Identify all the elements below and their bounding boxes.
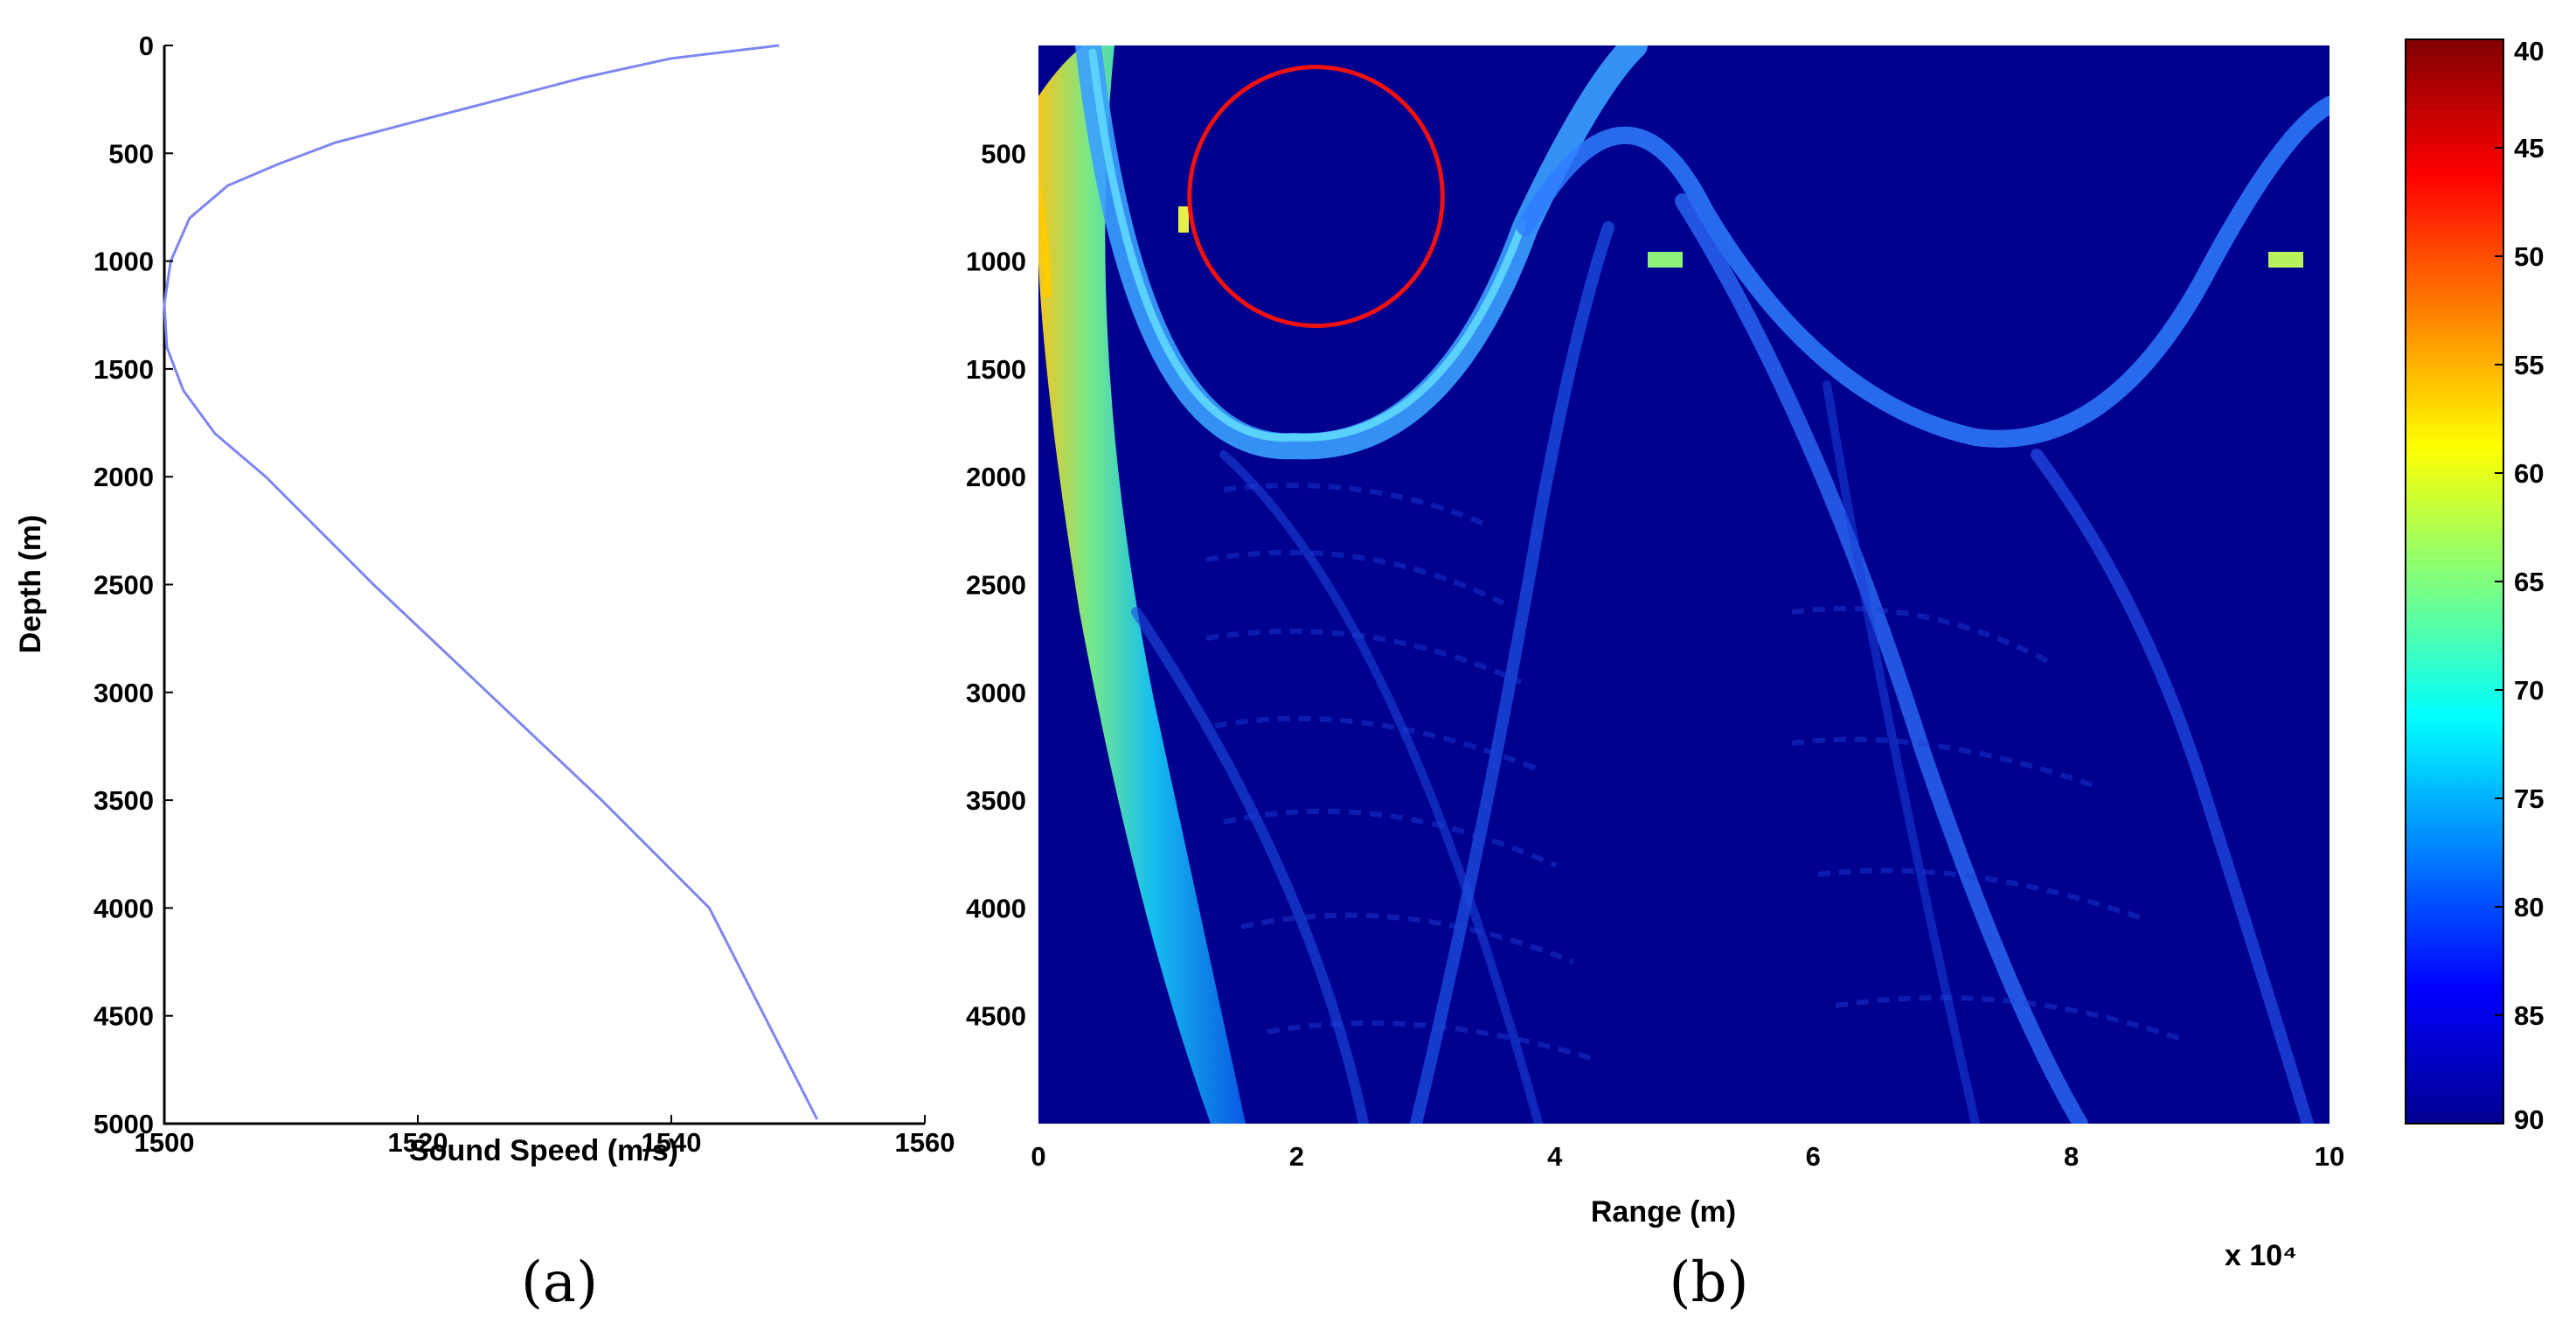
cb-tick-label: 80 xyxy=(2514,892,2544,923)
colorbar-ticks: 40 45 50 55 60 65 70 75 80 85 90 xyxy=(2495,36,2544,1135)
cb-tick-label: 75 xyxy=(2514,783,2544,814)
hotspot-3 xyxy=(1178,206,1189,233)
panel-b-multiplier: x 10⁴ xyxy=(2225,1239,2297,1272)
panel-a-ylabel: Depth (m) xyxy=(14,515,47,654)
a-ytick-label: 500 xyxy=(108,138,154,169)
cb-tick-label: 90 xyxy=(2514,1104,2544,1135)
panel-b-label: (b) xyxy=(1670,1250,1749,1315)
a-xtick-label: 1540 xyxy=(642,1127,702,1158)
a-ytick-label: 3500 xyxy=(94,785,154,816)
a-ytick-label: 1000 xyxy=(94,247,154,277)
speckle-3 xyxy=(1205,628,1523,685)
speckle-2 xyxy=(1205,549,1505,606)
cb-tick-label: 85 xyxy=(2514,1000,2544,1031)
cz-arc-2 xyxy=(1517,96,2330,448)
panel-a-y-ticks: 0 500 1000 1500 2000 2500 3000 3500 4000 4500 5000 xyxy=(94,31,173,1139)
hotspot-1 xyxy=(1648,252,1683,268)
speckle-8 xyxy=(1791,606,2056,667)
panel-b-x-ticks: 0 2 4 6 8 10 xyxy=(1031,1141,2344,1172)
b-xtick-label: 10 xyxy=(2315,1141,2344,1172)
panel-a-label: (a) xyxy=(521,1250,598,1315)
cb-tick-label: 50 xyxy=(2514,241,2544,272)
a-ytick-label: 2500 xyxy=(94,570,154,601)
beam-core xyxy=(1038,175,1052,297)
cz-arc-8 xyxy=(1823,380,1980,1124)
b-xtick-label: 0 xyxy=(1031,1141,1045,1172)
b-ytick-label: 2500 xyxy=(966,570,1026,601)
a-ytick-label: 0 xyxy=(139,31,154,61)
panel-a: 0 500 1000 1500 2000 2500 3000 3500 4000 4500 5000… xyxy=(14,31,955,1315)
a-ytick-label: 2000 xyxy=(94,462,154,492)
b-ytick-label: 1000 xyxy=(966,247,1026,277)
b-xtick-label: 4 xyxy=(1547,1141,1563,1172)
b-xtick-label: 8 xyxy=(2064,1141,2079,1172)
panel-a-x-ticks: 1500 1520 1540 1560 xyxy=(135,1115,955,1158)
cz-arc-3 xyxy=(1675,193,2088,1124)
colorbar xyxy=(2405,38,2504,1125)
cb-tick-label: 45 xyxy=(2514,133,2544,164)
sound-speed-line xyxy=(163,44,819,1120)
cz-arc-6 xyxy=(1131,607,1369,1124)
a-xtick-label: 1500 xyxy=(135,1127,195,1158)
panel-b-xlabel: Range (m) xyxy=(1591,1195,1736,1229)
cb-tick-label: 40 xyxy=(2514,36,2544,66)
cb-tick-label: 65 xyxy=(2514,567,2544,597)
b-xtick-label: 6 xyxy=(1806,1141,1821,1172)
a-ytick-label: 4500 xyxy=(94,1001,154,1032)
b-ytick-label: 3000 xyxy=(966,678,1026,708)
direct-beam xyxy=(1038,45,1246,1124)
b-ytick-label: 1500 xyxy=(966,354,1026,385)
speckle-10 xyxy=(1817,867,2142,921)
hotspot-2 xyxy=(2268,252,2303,268)
cz-arc-4 xyxy=(1410,221,1614,1124)
a-ytick-label: 1500 xyxy=(94,354,154,385)
speckle-7 xyxy=(1267,1020,1592,1061)
panel-a-axes xyxy=(163,45,925,1125)
a-ytick-label: 5000 xyxy=(94,1109,154,1139)
b-ytick-label: 4500 xyxy=(966,1001,1026,1032)
b-ytick-label: 500 xyxy=(981,138,1026,169)
b-ytick-label: 3500 xyxy=(966,785,1026,816)
speckle-11 xyxy=(1835,995,2186,1043)
panel-b: 500 1000 1500 2000 2500 3000 3500 4000 4500 0 2 4 6… xyxy=(966,36,2544,1315)
b-ytick-label: 2000 xyxy=(966,462,1026,492)
annotation-ellipse xyxy=(1187,65,1445,329)
cb-tick-label: 55 xyxy=(2514,350,2544,380)
panel-a-xlabel: Sound Speed (m/s) xyxy=(409,1134,678,1167)
cb-tick-label: 70 xyxy=(2514,675,2544,706)
a-ytick-label: 3000 xyxy=(94,678,154,708)
speckle-1 xyxy=(1223,483,1488,527)
speckle-6 xyxy=(1240,912,1575,964)
cz-arc-7 xyxy=(1219,450,1543,1124)
b-xtick-label: 2 xyxy=(1289,1141,1304,1172)
heatmap-field xyxy=(1038,45,2330,1124)
cb-tick-label: 60 xyxy=(2514,458,2544,489)
panel-b-y-ticks: 500 1000 1500 2000 2500 3000 3500 4000 4500 xyxy=(966,138,1026,1031)
speckle-5 xyxy=(1223,808,1558,868)
a-ytick-label: 4000 xyxy=(94,893,154,923)
a-xtick-label: 1560 xyxy=(895,1127,955,1158)
b-ytick-label: 4000 xyxy=(966,893,1026,923)
cz-arc-5 xyxy=(2031,449,2314,1124)
speckle-4 xyxy=(1214,715,1540,772)
cz-arc-1-core xyxy=(1088,48,1527,442)
a-xtick-label: 1520 xyxy=(388,1127,448,1158)
